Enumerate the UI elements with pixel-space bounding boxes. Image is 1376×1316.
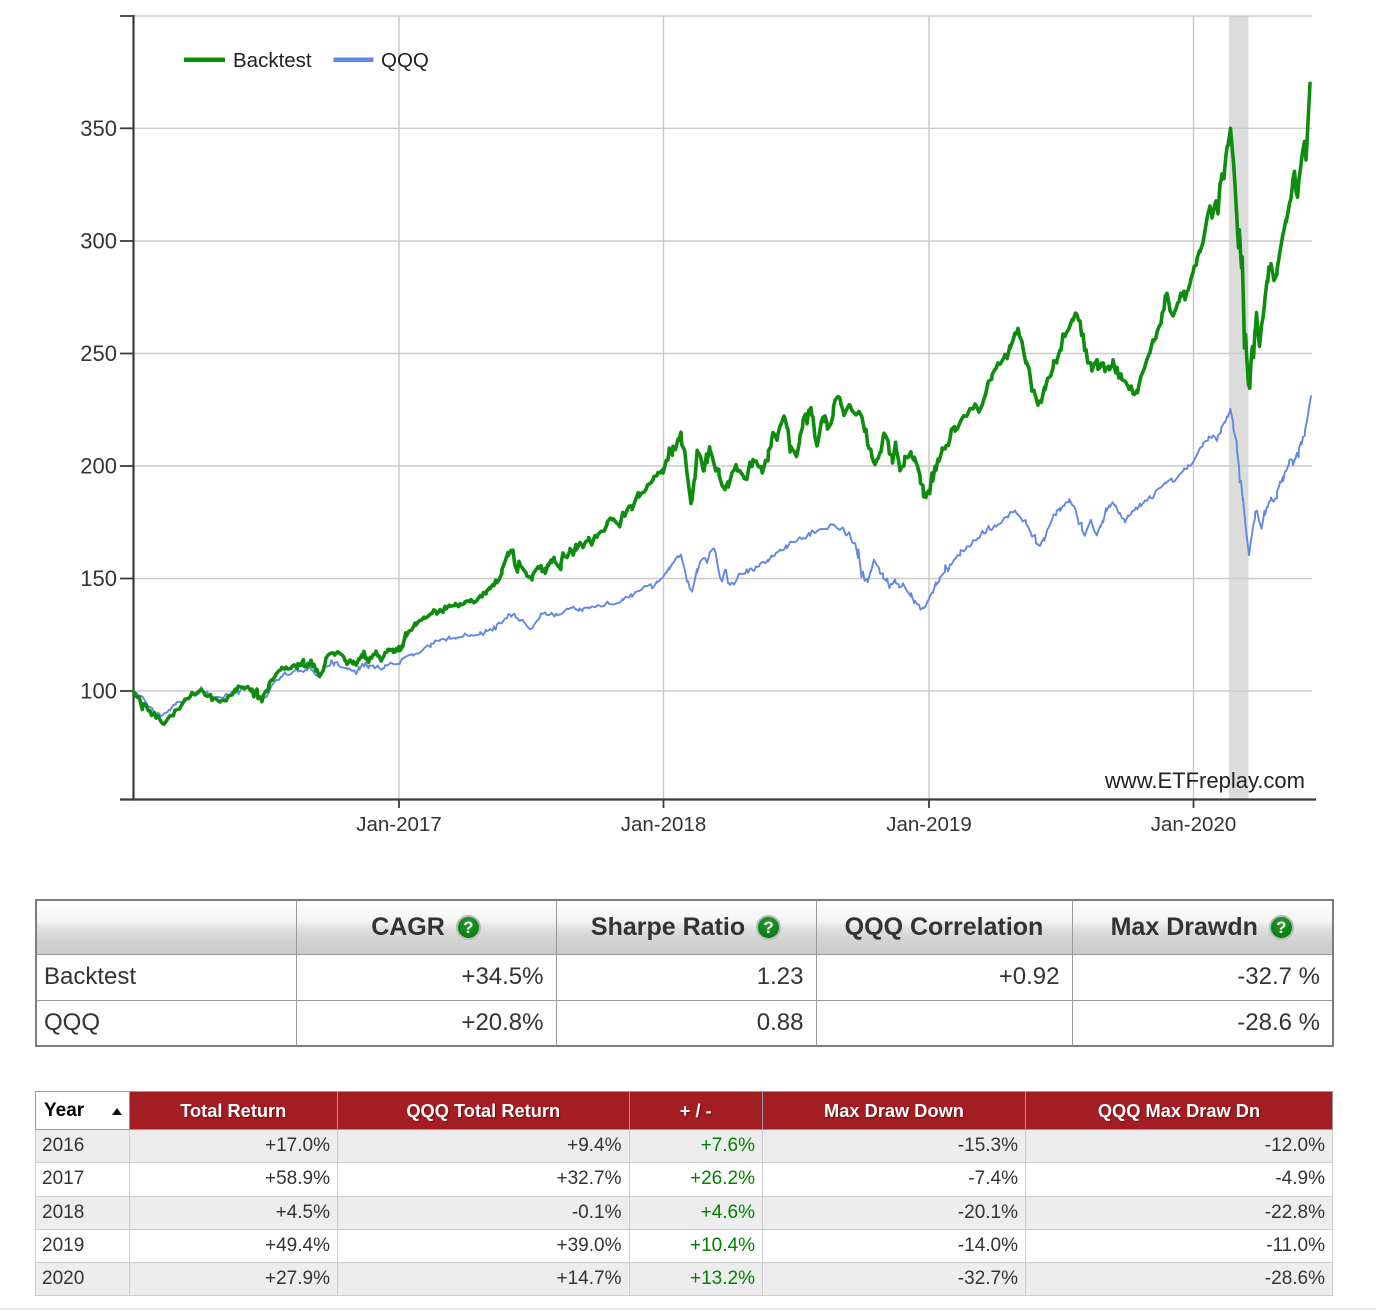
svg-text:150: 150: [80, 566, 117, 591]
svg-text:QQQ: QQQ: [381, 49, 429, 72]
svg-text:200: 200: [80, 454, 117, 479]
svg-text:350: 350: [80, 116, 117, 141]
svg-text:100: 100: [80, 679, 117, 704]
svg-text:Jan-2020: Jan-2020: [1151, 813, 1236, 836]
svg-text:250: 250: [80, 341, 117, 366]
svg-text:www.ETFreplay.com: www.ETFreplay.com: [1104, 768, 1305, 793]
svg-text:Backtest: Backtest: [233, 49, 312, 72]
svg-text:Jan-2019: Jan-2019: [886, 813, 971, 836]
svg-text:Jan-2018: Jan-2018: [621, 813, 706, 836]
svg-text:300: 300: [80, 229, 117, 254]
svg-text:Jan-2017: Jan-2017: [356, 813, 441, 836]
